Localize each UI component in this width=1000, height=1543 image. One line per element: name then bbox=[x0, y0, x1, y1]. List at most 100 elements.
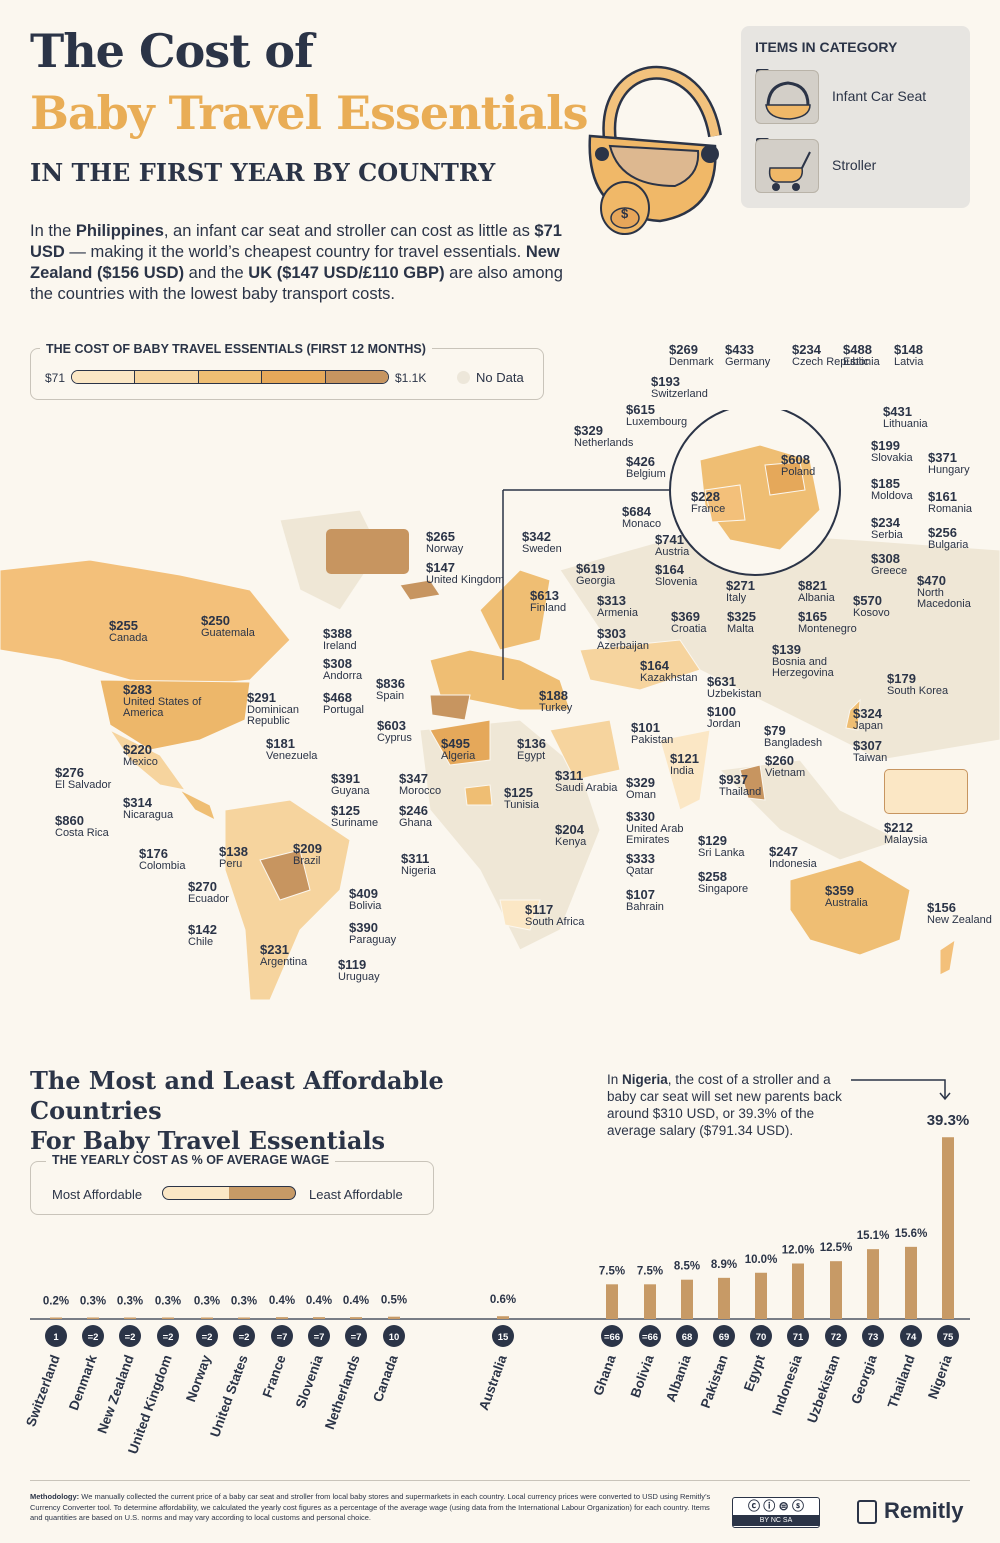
map-canada bbox=[0, 559, 291, 686]
footer-divider bbox=[30, 1480, 970, 1481]
category-label: Pakistan bbox=[698, 1353, 731, 1410]
map-label-name: Suriname bbox=[331, 817, 379, 829]
map-label-value: $258 bbox=[698, 869, 727, 884]
map-label-name: Denmark bbox=[669, 356, 714, 368]
title-line-2: Baby Travel Essentials bbox=[30, 86, 588, 140]
map-label-jordan: $100 Jordan bbox=[707, 705, 741, 730]
map-label-indonesia: $247 Indonesia bbox=[769, 845, 817, 870]
category-label: Bolivia bbox=[628, 1352, 657, 1399]
map-label-kazakhstan: $164 Kazakhstan bbox=[640, 659, 697, 684]
map-label-singapore: $258 Singapore bbox=[698, 870, 748, 895]
map-label-name: Malaysia bbox=[884, 834, 928, 846]
map-label-value: $165 bbox=[798, 609, 827, 624]
map-label-montenegro: $165 Montenegro bbox=[798, 610, 857, 635]
map-label-poland: $608 Poland bbox=[781, 453, 815, 478]
map-label-name: Uzbekistan bbox=[707, 688, 762, 700]
map-label-value: $409 bbox=[349, 886, 378, 901]
map-label-brazil: $209 Brazil bbox=[293, 842, 322, 867]
rank-label: 68 bbox=[682, 1332, 693, 1343]
map-label-switzerland: $193 Switzerland bbox=[651, 375, 708, 400]
map-label-value: $269 bbox=[669, 342, 698, 357]
map-label-serbia: $234 Serbia bbox=[871, 516, 903, 541]
map-label-name: Austria bbox=[655, 546, 690, 558]
rank-label: 72 bbox=[831, 1332, 842, 1343]
map-label-turkey: $188 Turkey bbox=[539, 689, 572, 714]
map-label-name: Saudi Arabia bbox=[555, 782, 618, 794]
map-label-netherlands: $329 Netherlands bbox=[574, 424, 633, 449]
map-africa-bg bbox=[419, 719, 601, 951]
map-label-name: Armenia bbox=[597, 607, 638, 619]
map-label-france: $228 France bbox=[691, 490, 725, 515]
map-label-name: India bbox=[670, 765, 694, 777]
category-label: Indonesia bbox=[769, 1352, 805, 1417]
rank-badge bbox=[383, 1325, 405, 1347]
stroller-icon bbox=[755, 139, 819, 193]
rank-badge bbox=[119, 1325, 141, 1347]
map-label-name: Greece bbox=[871, 565, 908, 577]
map-label-value: $836 bbox=[376, 676, 405, 691]
rank-badge bbox=[750, 1325, 772, 1347]
map-label-value: $234 bbox=[871, 515, 900, 530]
map-label-name: Sri Lanka bbox=[698, 847, 745, 859]
bar-value-label: 10.0% bbox=[745, 1254, 778, 1266]
map-label-name: Costa Rica bbox=[55, 827, 109, 839]
map-label-name: Latvia bbox=[894, 356, 924, 368]
map-legend-swatch bbox=[198, 371, 263, 383]
map-india bbox=[659, 729, 711, 811]
map-label-value: $101 bbox=[631, 720, 660, 735]
map-label-value: $156 bbox=[927, 900, 956, 915]
philippines-callout bbox=[884, 769, 968, 814]
bar-value-label: 0.2% bbox=[43, 1296, 69, 1308]
map-label-portugal: $468 Portugal bbox=[323, 691, 364, 716]
category-label: Canada bbox=[370, 1352, 401, 1403]
rank-label: 75 bbox=[943, 1332, 954, 1343]
map-label-value: $260 bbox=[765, 753, 794, 768]
map-label-name: Croatia bbox=[671, 623, 707, 635]
map-label-name: Serbia bbox=[871, 529, 903, 541]
map-label-name: Luxembourg bbox=[626, 416, 688, 428]
map-label-denmark: $269 Denmark bbox=[669, 343, 714, 368]
rank-label: 70 bbox=[756, 1332, 767, 1343]
category-label: France bbox=[260, 1352, 289, 1399]
map-label-name: North Macedonia bbox=[917, 587, 971, 610]
map-label-value: $125 bbox=[331, 803, 360, 818]
map-label-value: $608 bbox=[781, 452, 810, 467]
bar-value-label: 7.5% bbox=[637, 1265, 663, 1277]
section2-title: The Most and Least Affordable Countries … bbox=[30, 1066, 444, 1155]
wage-legend-title: THE YEARLY COST AS % OF AVERAGE WAGE bbox=[46, 1153, 336, 1167]
map-label-value: $270 bbox=[188, 879, 217, 894]
map-label-name: Bolivia bbox=[349, 900, 382, 912]
map-label-value: $204 bbox=[555, 822, 584, 837]
map-label-name: Belgium bbox=[626, 468, 666, 480]
rank-label: =7 bbox=[314, 1332, 325, 1343]
map-label-chile: $142 Chile bbox=[188, 923, 217, 948]
map-label-name: United States of America bbox=[123, 696, 202, 719]
map-label-new-zealand: $156 New Zealand bbox=[927, 901, 1000, 926]
map-label-name: Kosovo bbox=[853, 607, 890, 619]
map-label-name: United Kingdom bbox=[426, 574, 505, 586]
map-label-guatemala: $250 Guatemala bbox=[201, 614, 255, 639]
map-kazakhstan bbox=[579, 639, 701, 691]
map-label-name: Lithuania bbox=[883, 418, 928, 430]
rank-badge bbox=[937, 1325, 959, 1347]
map-label-ireland: $388 Ireland bbox=[323, 627, 357, 652]
map-label-value: $330 bbox=[626, 809, 655, 824]
category-label: Denmark bbox=[66, 1352, 100, 1412]
map-label-qatar: $333 Qatar bbox=[626, 852, 655, 877]
map-label-name: Algeria bbox=[441, 750, 476, 762]
rank-badge bbox=[639, 1325, 661, 1347]
map-label-value: $613 bbox=[530, 588, 559, 603]
map-label-name: Bahrain bbox=[626, 901, 664, 913]
map-label-value: $79 bbox=[764, 723, 786, 738]
map-label-name: Norway bbox=[426, 543, 464, 555]
map-label-bulgaria: $256 Bulgaria bbox=[928, 526, 968, 551]
map-label-value: $119 bbox=[338, 957, 367, 972]
map-label-value: $390 bbox=[349, 920, 378, 935]
map-label-andorra: $308 Andorra bbox=[323, 657, 362, 682]
map-label-name: Oman bbox=[626, 789, 656, 801]
map-new-zealand bbox=[939, 938, 956, 976]
map-label-value: $329 bbox=[626, 775, 655, 790]
rank-badge bbox=[45, 1325, 67, 1347]
map-label-name: Guatemala bbox=[201, 627, 255, 639]
map-label-bangladesh: $79 Bangladesh bbox=[764, 724, 822, 749]
